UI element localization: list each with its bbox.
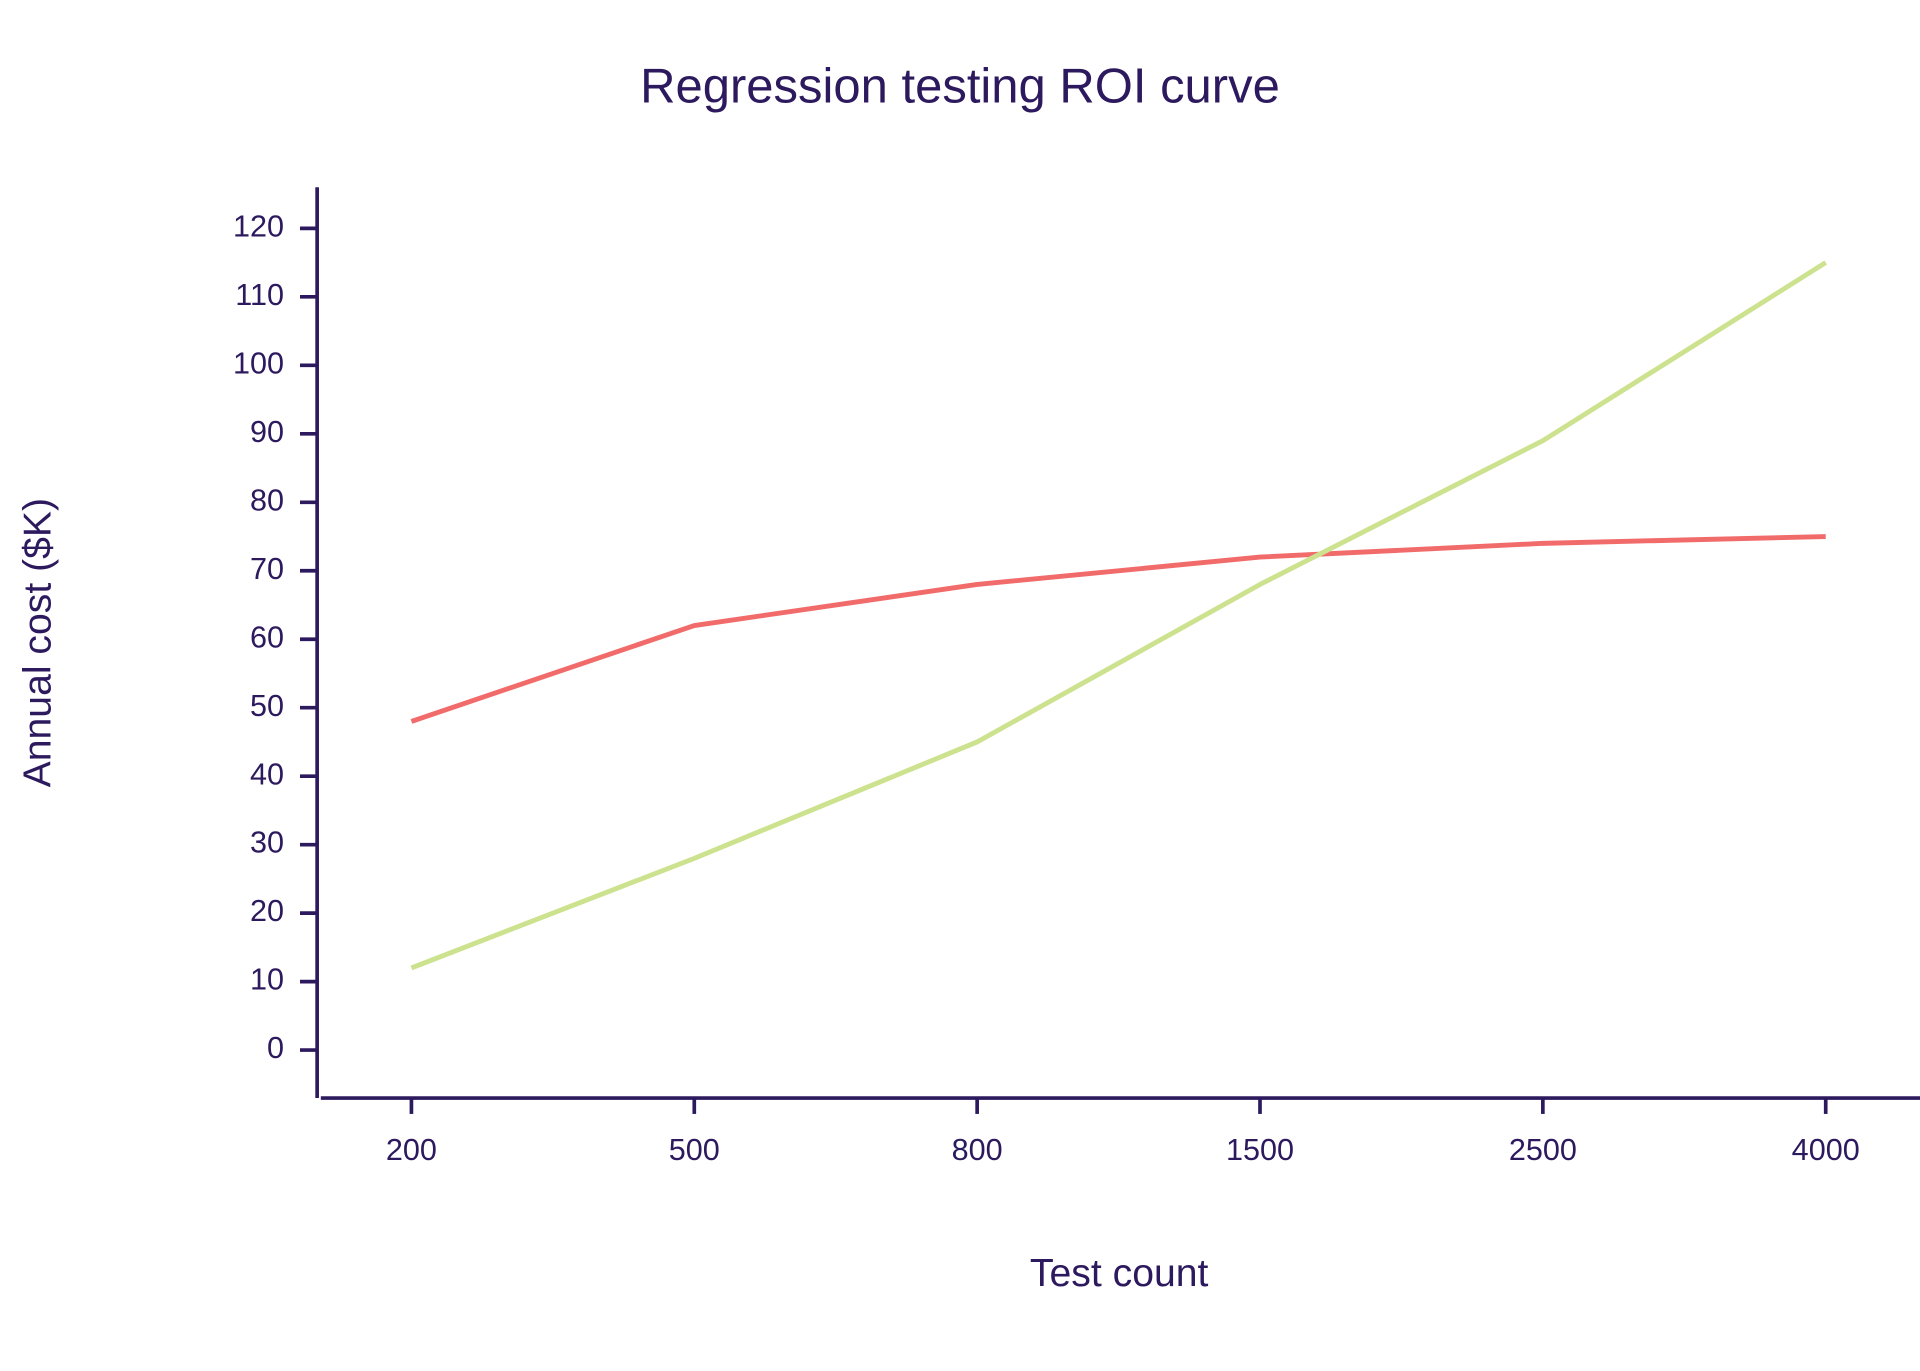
chart-title: Regression testing ROI curve xyxy=(640,59,1280,113)
y-tick-label: 10 xyxy=(250,963,284,997)
x-tick-label: 500 xyxy=(669,1133,720,1167)
y-tick-label: 90 xyxy=(250,415,284,449)
x-tick-label: 4000 xyxy=(1792,1133,1860,1167)
y-tick-label: 60 xyxy=(250,620,284,654)
y-tick-label: 80 xyxy=(250,483,284,517)
y-tick-label: 110 xyxy=(235,278,284,312)
line-series xyxy=(410,534,1826,724)
y-axis-label: Annual cost ($K) xyxy=(17,498,60,787)
y-tick-label: 20 xyxy=(250,894,284,928)
x-tick-label: 200 xyxy=(386,1133,437,1167)
y-tick-label: 100 xyxy=(233,346,284,380)
x-axis-label: Test count xyxy=(1030,1252,1209,1295)
y-tick-label: 120 xyxy=(233,209,284,243)
x-tick-label: 2500 xyxy=(1509,1133,1577,1167)
x-tick-label: 1500 xyxy=(1226,1133,1294,1167)
y-tick-label: 30 xyxy=(250,826,284,860)
x-tick-label: 800 xyxy=(952,1133,1003,1167)
y-tick-label: 70 xyxy=(250,552,284,586)
y-tick-label: 40 xyxy=(250,757,284,791)
y-tick-label: 0 xyxy=(267,1031,284,1065)
line-series xyxy=(410,260,1828,971)
y-tick-label: 50 xyxy=(250,689,284,723)
